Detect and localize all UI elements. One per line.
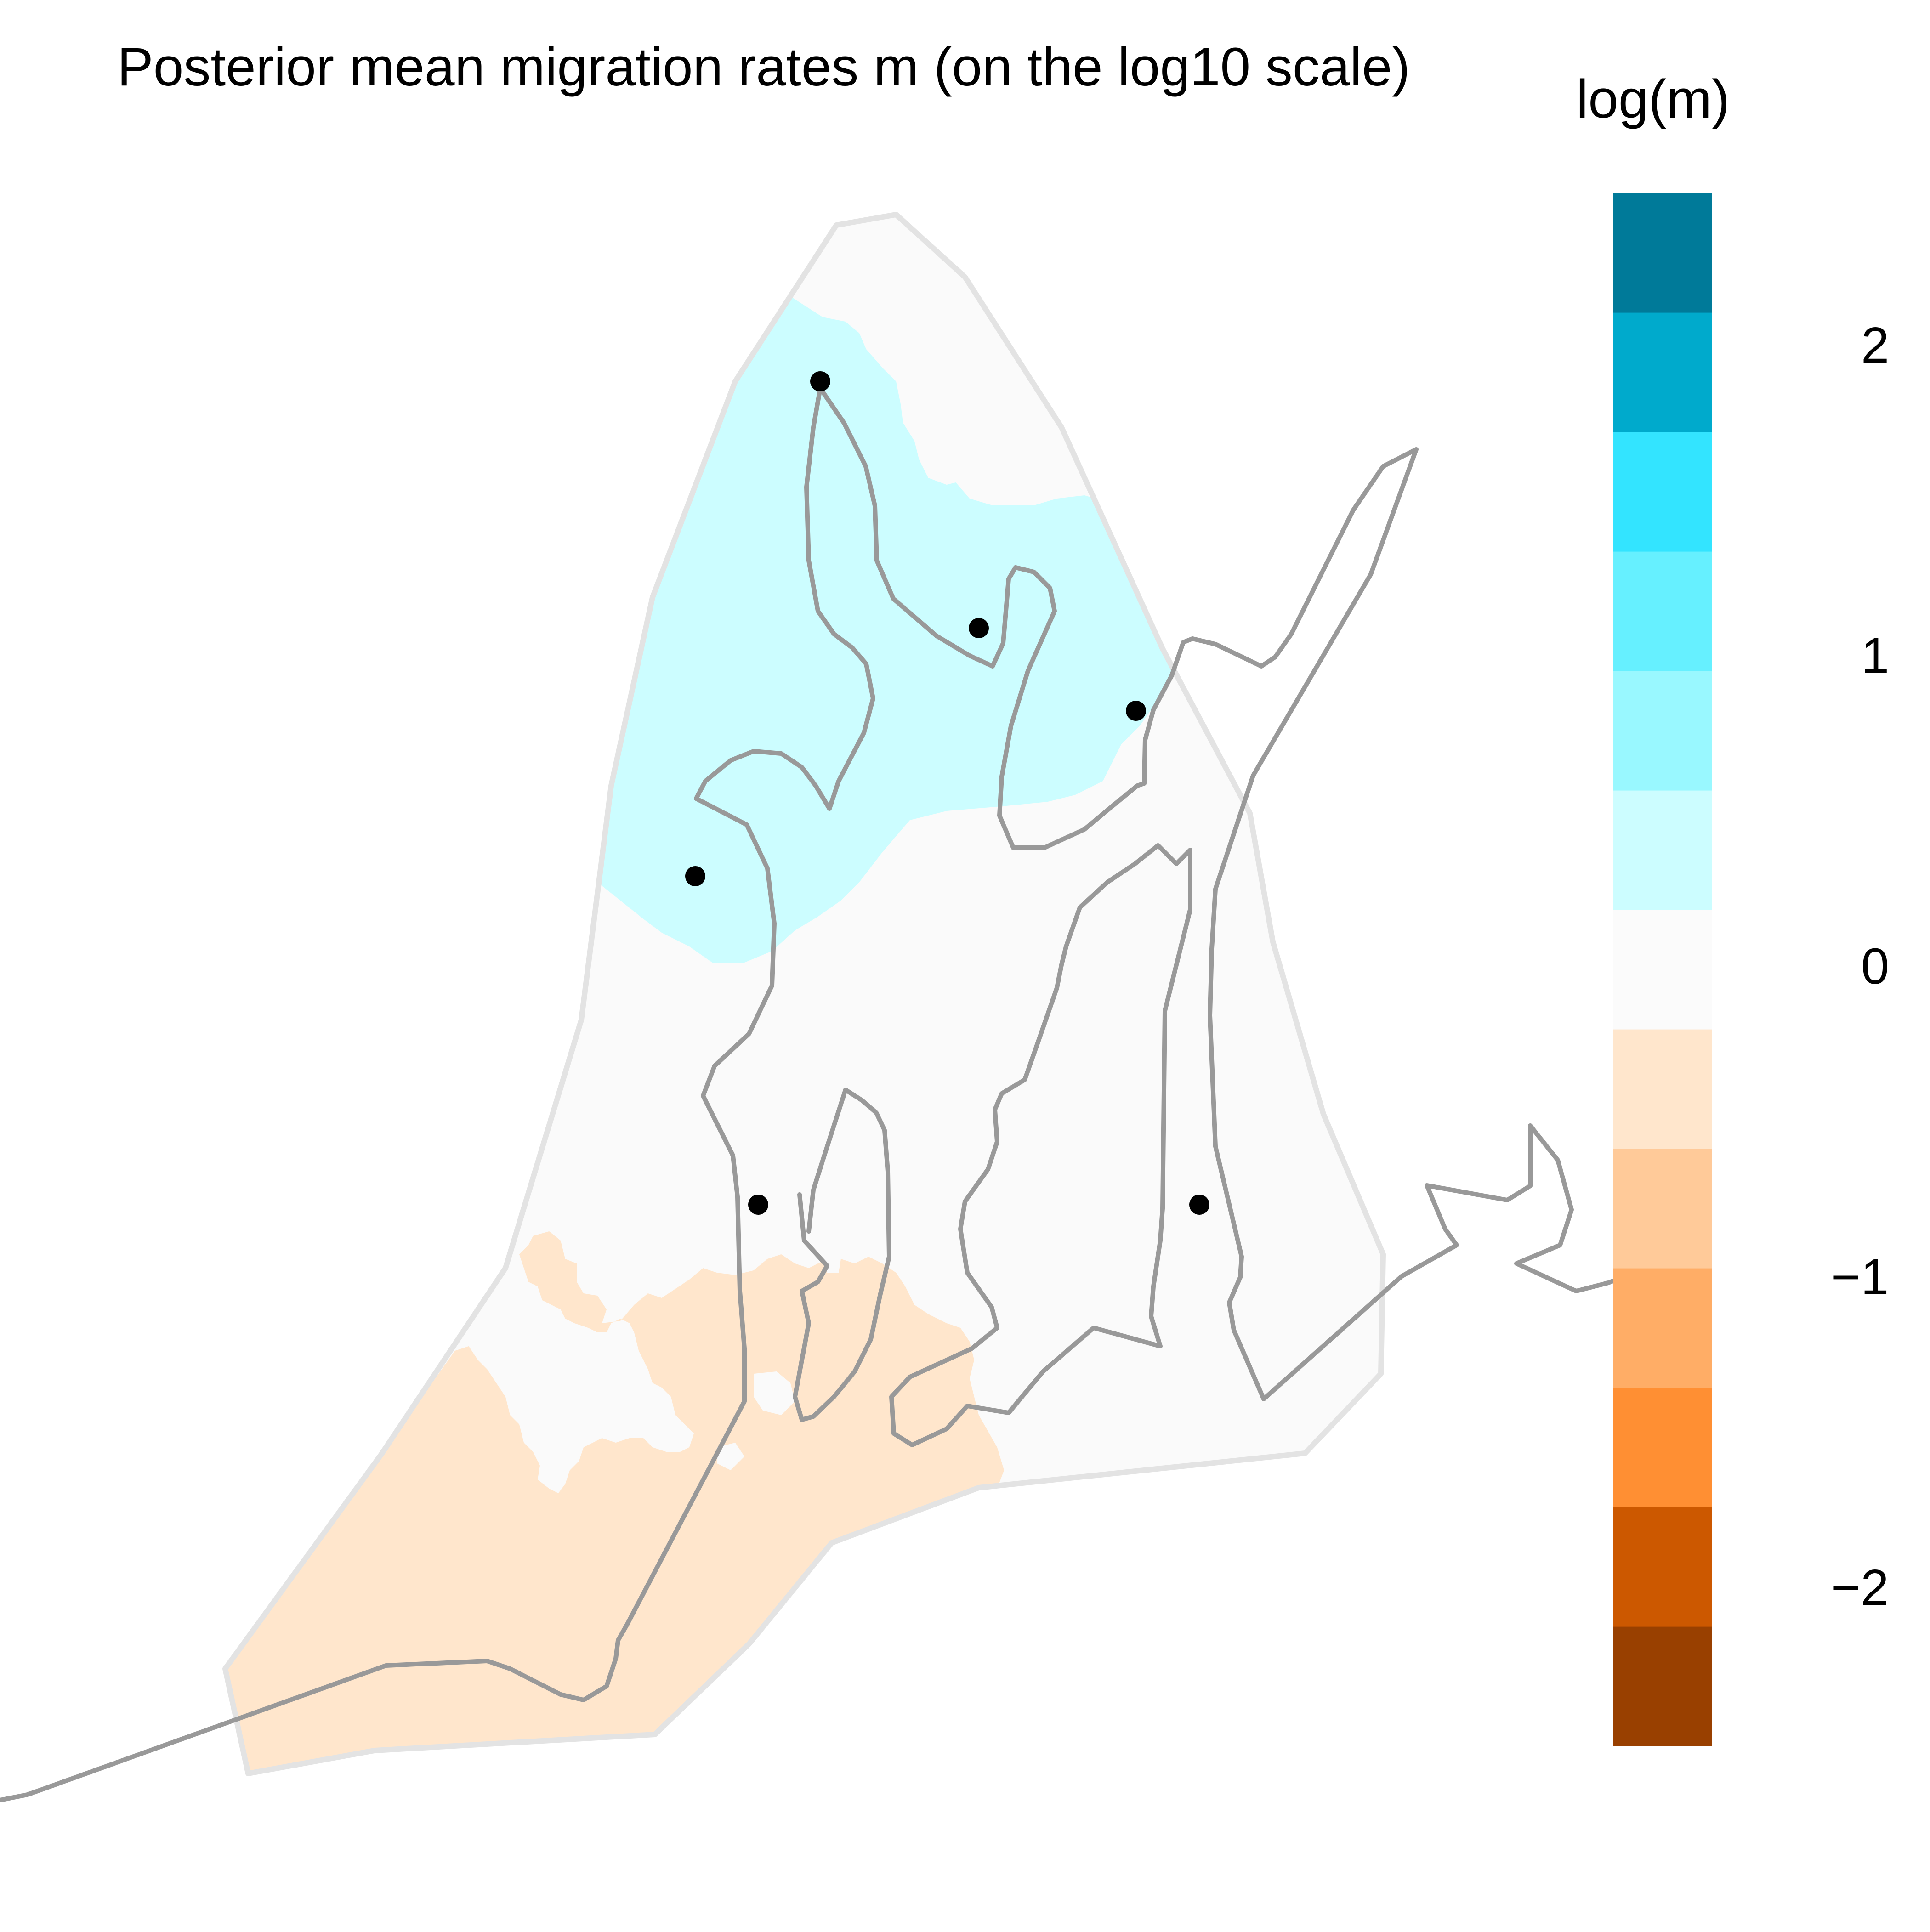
legend-color-step <box>1613 910 1712 1030</box>
legend-colorbar <box>1613 193 1712 1746</box>
legend-tick-label: −1 <box>1831 1249 1889 1305</box>
neutral-patch <box>717 1443 744 1470</box>
habitat-boundary <box>222 212 1386 1776</box>
deme-points <box>685 371 1209 1215</box>
high-migration-region <box>597 296 1176 963</box>
legend-color-step <box>1613 1507 1712 1627</box>
legend-color-step <box>1613 671 1712 791</box>
neutral-patch <box>611 1355 648 1388</box>
legend-tick-label: 1 <box>1861 628 1890 684</box>
deme-point <box>810 371 830 391</box>
neutral-patch <box>754 1371 795 1415</box>
deme-point <box>969 618 989 638</box>
legend-tick-label: 0 <box>1861 938 1890 995</box>
legend-color-step <box>1613 193 1712 313</box>
map-title: Posterior mean migration rates m (on the… <box>117 37 1410 97</box>
deme-point <box>1189 1195 1209 1215</box>
legend-color-step <box>1613 1029 1712 1149</box>
deme-point <box>685 866 705 886</box>
legend-color-step <box>1613 1626 1712 1746</box>
legend-title: log(m) <box>1576 69 1730 130</box>
deme-point <box>748 1195 768 1215</box>
legend-tick-label: −2 <box>1831 1559 1889 1616</box>
inner-coastline <box>889 843 1192 1447</box>
legend-tick-label: 2 <box>1861 317 1890 374</box>
legend-color-step <box>1613 1149 1712 1269</box>
legend-color-step <box>1613 790 1712 910</box>
legend-color-step <box>1613 1388 1712 1507</box>
legend-color-step <box>1613 551 1712 671</box>
low-migration-region <box>225 1231 1004 1773</box>
inner-coastline <box>793 1088 891 1422</box>
legend-color-step <box>1613 432 1712 552</box>
legend-color-step <box>1613 312 1712 432</box>
coastline <box>0 386 1615 1802</box>
deme-point <box>1126 701 1146 721</box>
legend-color-step <box>1613 1268 1712 1388</box>
